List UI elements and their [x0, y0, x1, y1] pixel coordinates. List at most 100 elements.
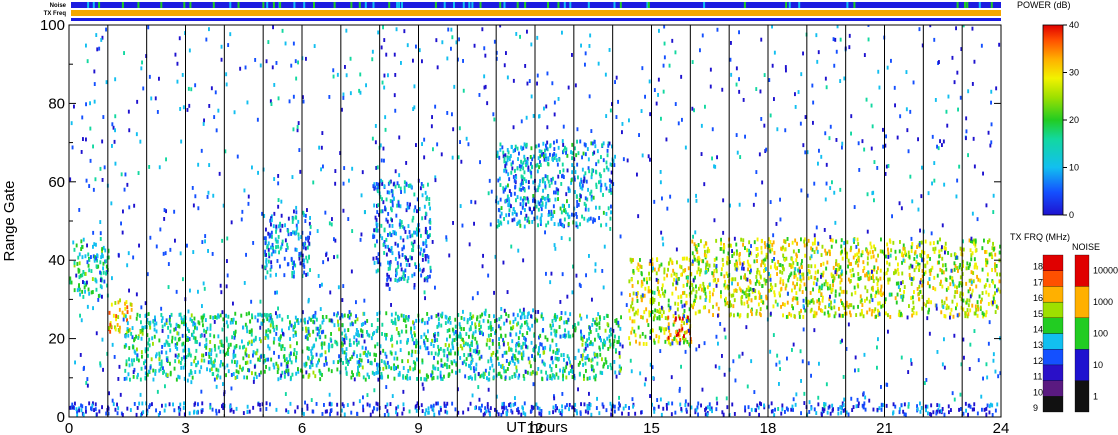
echo-cell [451, 341, 454, 346]
echo-cell [960, 297, 963, 302]
echo-cell [292, 333, 295, 338]
echo-cell [357, 340, 360, 345]
echo-cell [874, 247, 877, 252]
echo-cell [413, 285, 416, 290]
echo-cell [390, 233, 393, 238]
echo-cell [556, 351, 559, 355]
echo-cell [817, 161, 819, 166]
echo-cell [192, 335, 195, 340]
echo-cell [929, 241, 932, 246]
echo-cell [516, 408, 519, 412]
echo-cell [117, 300, 120, 305]
echo-cell [214, 90, 217, 95]
echo-cell [592, 151, 594, 156]
echo-cell [626, 158, 629, 163]
echo-cell [760, 402, 762, 407]
echo-cell [526, 315, 529, 320]
echo-cell [399, 204, 402, 209]
echo-cell [278, 342, 281, 347]
echo-cell [473, 369, 476, 373]
echo-cell [872, 190, 875, 195]
echo-cell [247, 368, 249, 372]
echo-cell [396, 261, 399, 266]
echo-cell [804, 253, 807, 258]
echo-cell [965, 300, 968, 305]
echo-cell [138, 401, 141, 406]
echo-cell [810, 246, 813, 251]
echo-cell [609, 401, 612, 406]
echo-cell [277, 224, 280, 229]
echo-cell [78, 275, 81, 280]
echo-cell [831, 408, 834, 413]
echo-cell [807, 268, 810, 273]
echo-cell [221, 362, 224, 367]
echo-cell [640, 410, 642, 415]
echo-cell [990, 254, 993, 259]
echo-cell [82, 270, 85, 274]
echo-cell [803, 401, 806, 405]
echo-cell [116, 402, 118, 407]
echo-cell [427, 374, 429, 379]
echo-cell [222, 343, 225, 348]
echo-cell [165, 350, 168, 355]
echo-cell [317, 360, 319, 365]
echo-cell [213, 377, 216, 382]
echo-cell [712, 273, 715, 278]
echo-cell [686, 282, 689, 287]
echo-cell [559, 206, 562, 211]
echo-cell [85, 43, 87, 48]
echo-cell [896, 267, 899, 272]
echo-cell [800, 72, 803, 77]
echo-cell [148, 323, 151, 327]
echo-cell [632, 258, 634, 262]
echo-cell [936, 409, 939, 414]
echo-cell [511, 211, 514, 216]
echo-cell [296, 128, 299, 133]
echo-cell [947, 286, 950, 291]
echo-cell [520, 323, 523, 328]
echo-cell [87, 287, 90, 292]
echo-cell [740, 237, 743, 242]
echo-cell [543, 157, 546, 162]
echo-cell [869, 250, 872, 255]
echo-cell [308, 235, 310, 240]
echo-cell [774, 283, 777, 288]
echo-cell [80, 239, 83, 244]
echo-cell [337, 319, 339, 324]
echo-cell [307, 235, 309, 240]
noise-band-mark [434, 2, 437, 8]
echo-cell [857, 404, 860, 408]
echo-cell [125, 359, 128, 364]
echo-cell [930, 231, 933, 236]
echo-cell [303, 213, 305, 218]
echo-cell [519, 223, 522, 228]
echo-cell [533, 348, 536, 353]
echo-cell [451, 361, 454, 366]
echo-cell [780, 246, 783, 251]
echo-cell [757, 405, 760, 410]
echo-cell [127, 109, 130, 114]
echo-cell [291, 270, 294, 275]
echo-cell [618, 364, 621, 369]
echo-cell [969, 262, 971, 267]
echo-cell [231, 359, 233, 364]
echo-cell [959, 263, 962, 267]
echo-cell [550, 326, 553, 331]
echo-cell [842, 403, 845, 407]
echo-cell [374, 344, 377, 349]
echo-cell [289, 337, 291, 341]
echo-cell [888, 277, 891, 282]
echo-cell [120, 172, 123, 177]
echo-cell [478, 320, 481, 325]
echo-cell [382, 348, 385, 353]
echo-cell [930, 403, 933, 408]
echo-cell [320, 342, 323, 347]
echo-cell [735, 251, 738, 256]
echo-cell [877, 278, 880, 283]
echo-cell [216, 375, 218, 380]
echo-cell [641, 66, 644, 71]
echo-cell [880, 304, 883, 309]
echo-cell [839, 405, 842, 410]
echo-cell [945, 287, 948, 292]
echo-cell [571, 151, 574, 156]
